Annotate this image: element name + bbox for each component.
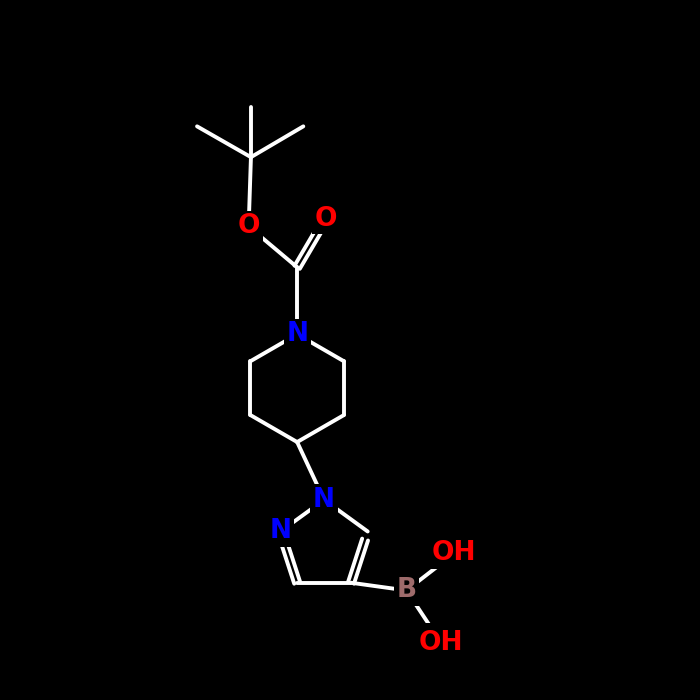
Text: B: B bbox=[396, 578, 416, 603]
Text: O: O bbox=[314, 206, 337, 232]
Text: O: O bbox=[237, 214, 260, 239]
Text: N: N bbox=[286, 321, 308, 347]
Text: OH: OH bbox=[419, 630, 463, 656]
Text: OH: OH bbox=[432, 540, 477, 566]
Text: N: N bbox=[313, 486, 335, 513]
Text: N: N bbox=[270, 519, 291, 545]
